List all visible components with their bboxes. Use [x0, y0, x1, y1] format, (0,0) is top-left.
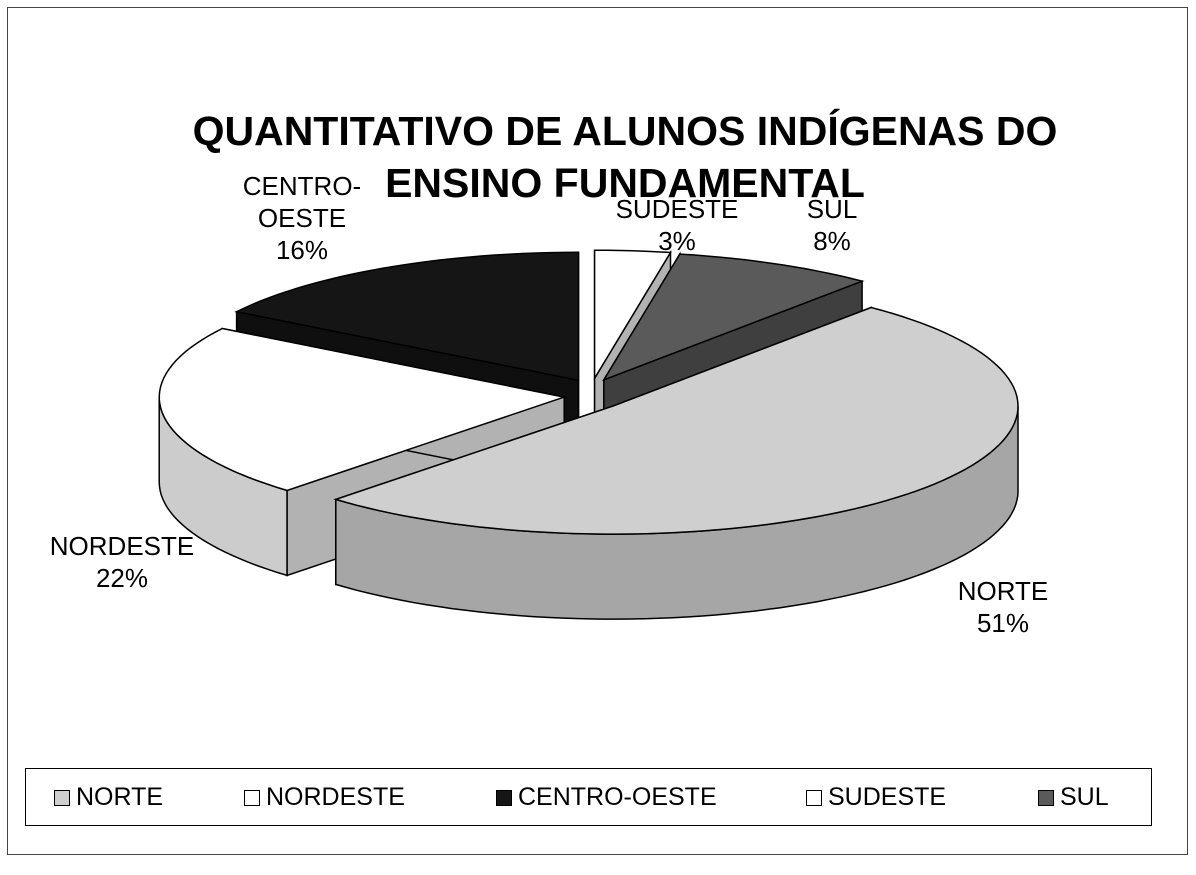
legend-swatch [244, 789, 260, 806]
legend-label: SUDESTE [828, 783, 947, 811]
data-label: NORTE 51% [958, 575, 1049, 639]
data-label: SUDESTE 3% [616, 193, 739, 257]
legend-item: SUDESTE [806, 783, 946, 812]
data-label-category: NORTE [957, 576, 1049, 606]
legend: NORTE NORDESTE CENTRO-OESTE SUDESTE SUL [25, 768, 1152, 826]
legend-label: SUL [1060, 783, 1109, 811]
data-label: CENTRO-OESTE 16% [227, 170, 377, 266]
data-label-value: 51% [976, 608, 1030, 638]
legend-swatch [496, 789, 512, 806]
legend-item: SUL [1038, 783, 1109, 812]
data-label: NORDESTE 22% [50, 530, 194, 594]
data-label-category: CENTRO-OESTE [242, 171, 362, 233]
data-label-category: SUL [806, 194, 858, 224]
slice [333, 306, 1019, 620]
legend-label: NORTE [76, 783, 164, 811]
data-label-value: 8% [813, 226, 851, 256]
slice-top [593, 249, 672, 381]
data-label: SUL 8% [807, 193, 858, 257]
data-label-value: 3% [658, 226, 696, 256]
legend-label: CENTRO-OESTE [518, 783, 717, 811]
legend-swatch [806, 789, 822, 806]
legend-item: NORTE [54, 783, 163, 812]
data-label-category: NORDESTE [49, 531, 195, 561]
slice-top [234, 251, 580, 382]
slice [158, 327, 568, 577]
legend-label: NORDESTE [266, 783, 405, 811]
slice-top [333, 306, 1019, 535]
legend-item: CENTRO-OESTE [496, 783, 717, 812]
data-label-category: SUDESTE [615, 194, 739, 224]
chart-frame [7, 7, 1188, 855]
data-label-value: 22% [95, 563, 149, 593]
data-label-value: 16% [275, 235, 329, 265]
slice-top [602, 253, 865, 382]
slice-top [158, 327, 568, 492]
legend-item: NORDESTE [244, 783, 405, 812]
legend-swatch [54, 789, 70, 806]
chart-title: QUANTITATIVO DE ALUNOS INDÍGENAS DO ENSI… [192, 108, 1058, 206]
legend-swatch [1038, 789, 1054, 806]
